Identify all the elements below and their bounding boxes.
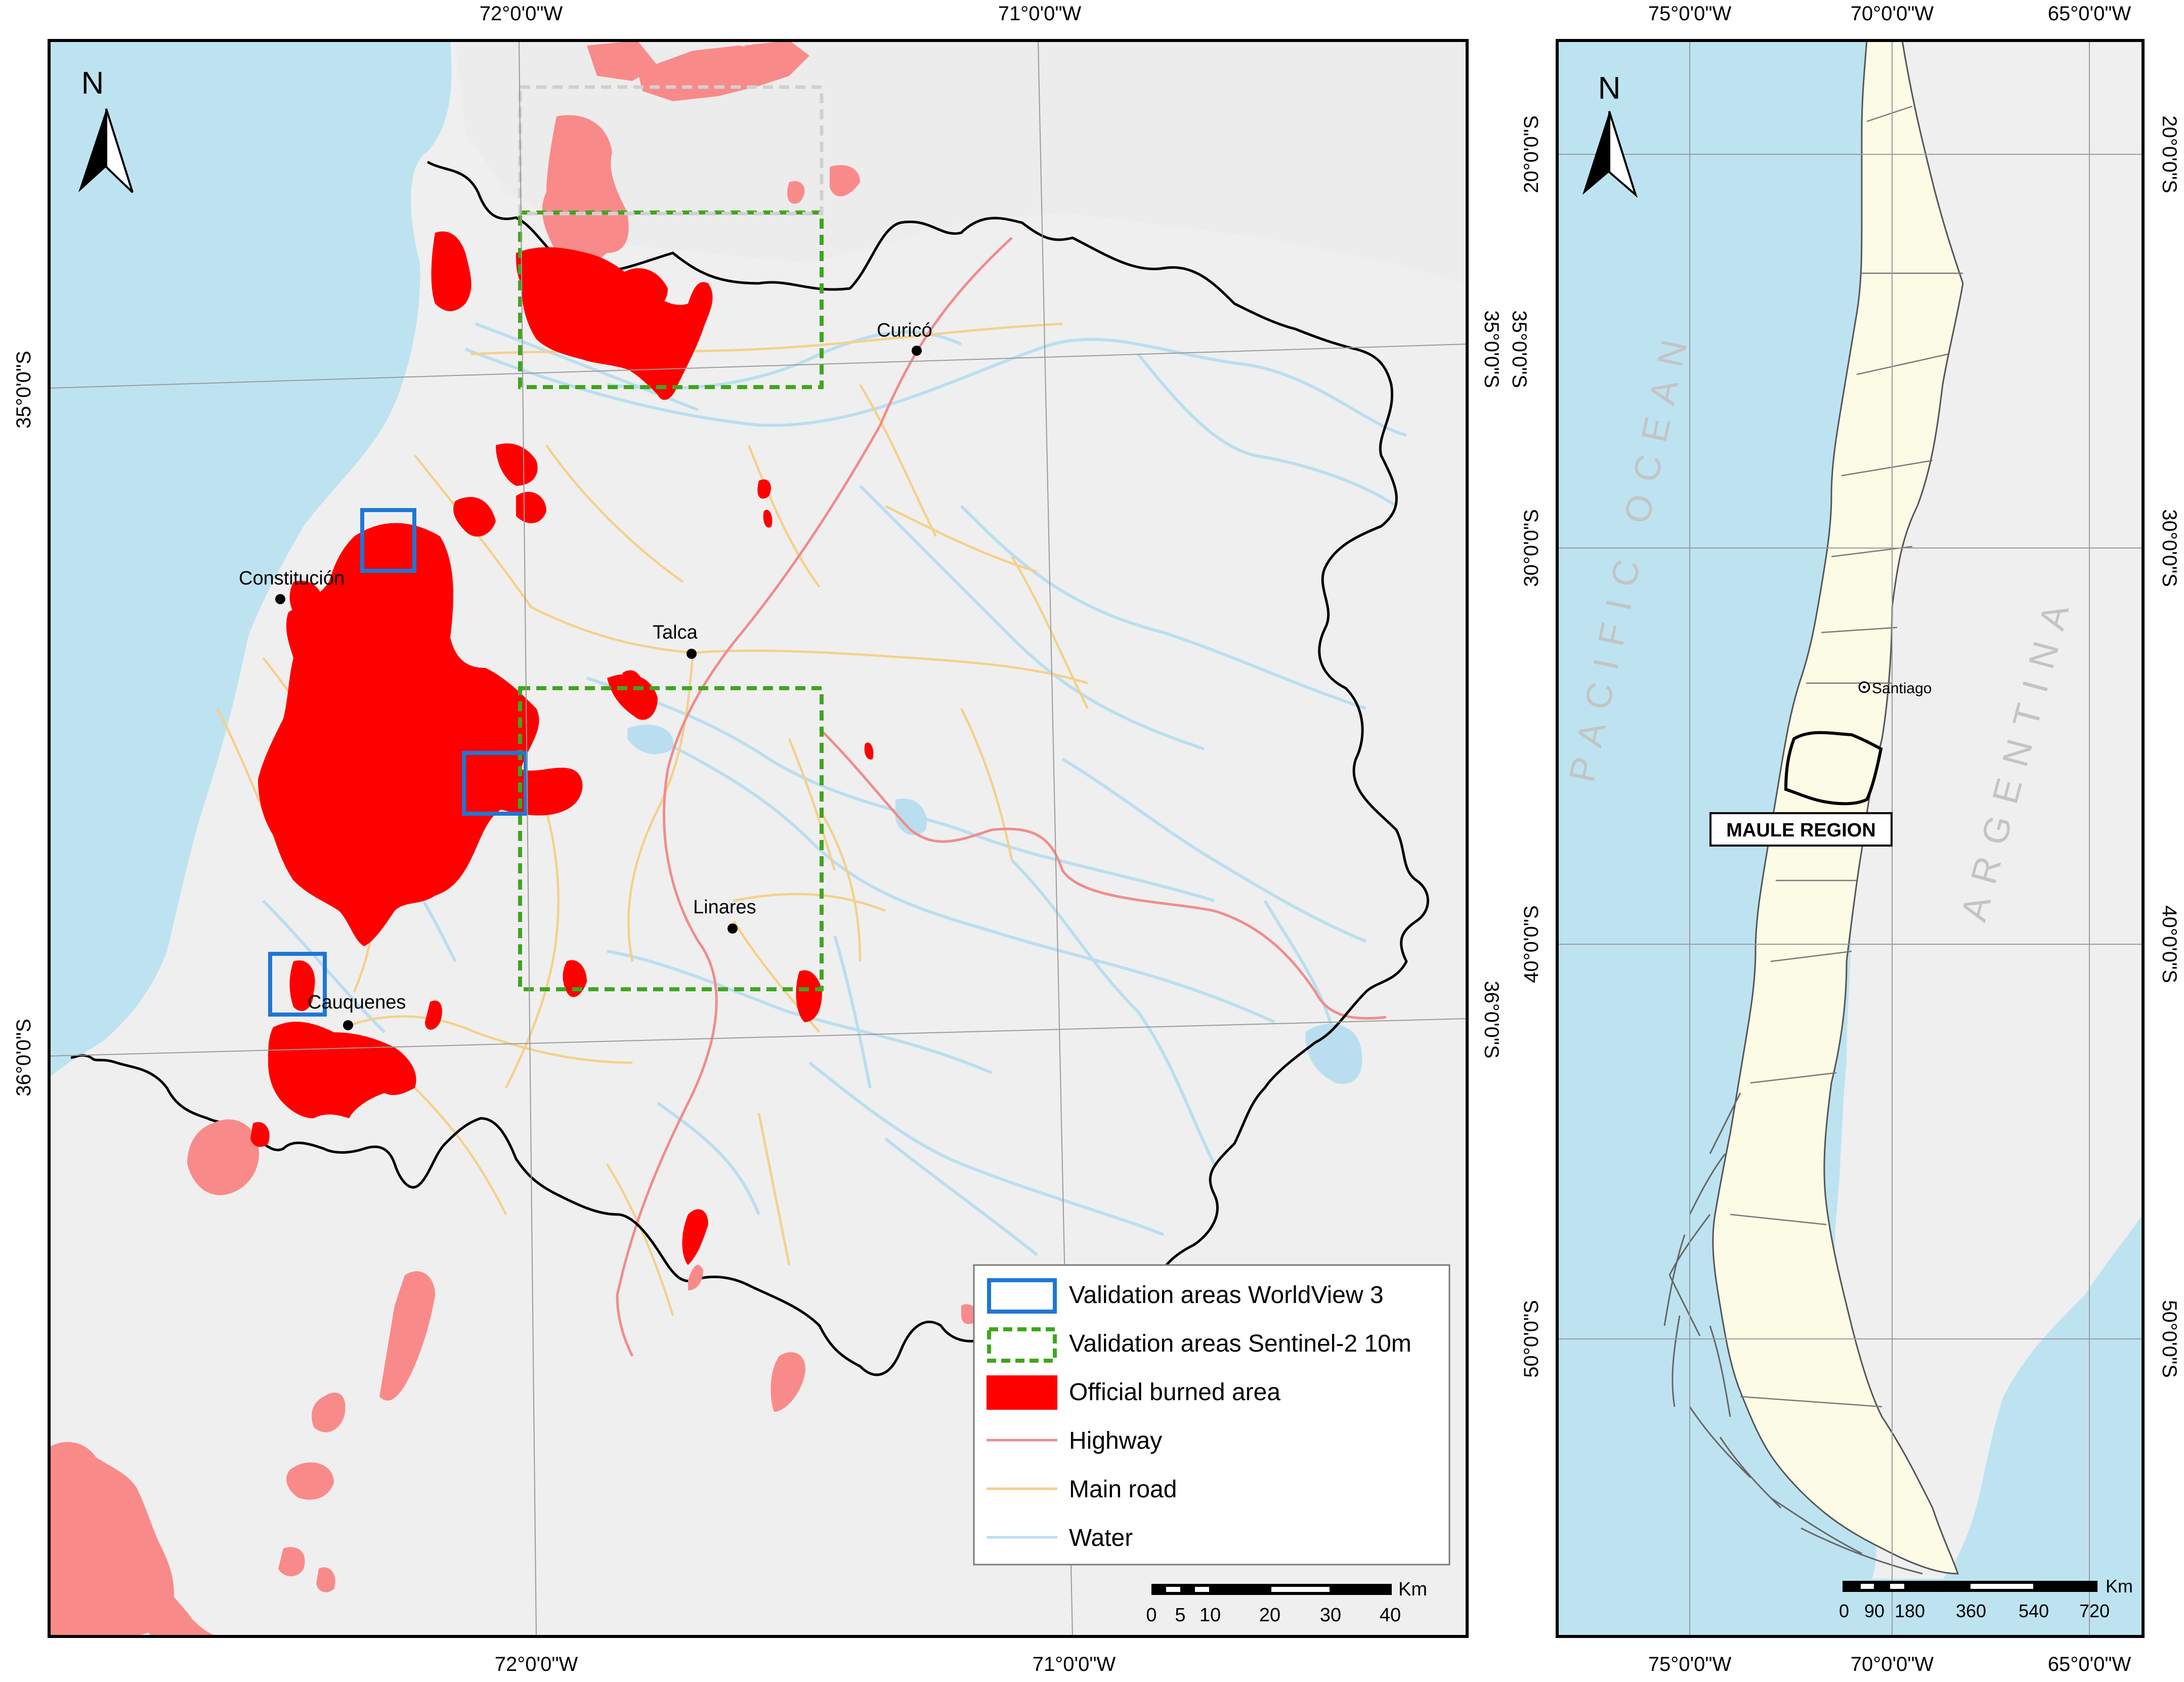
legend-label-worldview: Validation areas WorldView 3 [1069,1282,1384,1309]
worldview-area-2 [462,751,528,816]
main-scalebar-tick: 30 [1320,1605,1341,1626]
main-left-label-36s: 36°0'0"S [13,1019,35,1097]
inset-scalebar-tick: 0 [1839,1601,1849,1621]
main-scalebar-tick: 0 [1146,1605,1157,1626]
legend-swatch-burned [987,1375,1057,1410]
main-top-label-71w: 71°0'0"W [998,3,1082,25]
main-scalebar-tick: 5 [1175,1605,1185,1626]
inset-north-arrow-icon: N [1582,71,1638,198]
capital-dot-center [1863,686,1866,689]
city-label-talca: Talca [653,622,698,643]
north-label: N [81,66,104,101]
inset-top-label-70w: 70°0'0"W [1851,3,1934,25]
inset-fjords [1663,1092,1923,1575]
inset-region-label: MAULE REGION [1726,820,1876,841]
city-label-cauquenes: Cauquenes [308,992,406,1013]
inset-scalebar-tick: 720 [2079,1601,2110,1621]
northern-land [455,40,1467,283]
legend-label-highway: Highway [1069,1427,1162,1454]
inset-scalebar-unit: Km [2106,1576,2133,1596]
inset-graticule [1557,40,2143,1636]
main-map-sea [49,40,452,1078]
inset-north-label: N [1598,71,1621,106]
inset-left-label-50s: 50°0'0"S [1520,1300,1543,1378]
highway-branch [819,728,1387,1020]
legend-swatch-worldview [987,1278,1057,1314]
highway [616,237,1013,1357]
burned-area-outside-region [49,40,978,1636]
legend: Validation areas WorldView 3 Validation … [973,1264,1450,1566]
extended-area-box [518,85,824,216]
sentinel-area-south [518,686,824,991]
official-burned-area [250,231,874,1265]
main-scalebar-tick: 40 [1380,1605,1401,1626]
inset-scalebar-tick: 360 [1956,1601,1986,1621]
water-network [262,322,1407,1256]
main-left-label-35s: 35°0'0"S [13,351,35,429]
worldview-area-3 [268,952,327,1017]
main-top-label-72w: 72°0'0"W [480,3,563,25]
inset-right-label-50s: 50°0'0"S [2158,1300,2180,1378]
main-map-frame [48,39,1469,1638]
city-dot-icon [343,1020,353,1030]
worldview-validation-areas [268,508,528,1017]
inset-left-label-20s: 20°0'0"S [1520,115,1543,193]
main-scalebar-tick: 20 [1259,1605,1280,1626]
city-dot-icon [687,649,697,659]
legend-label-sentinel: Validation areas Sentinel-2 10m [1069,1330,1411,1357]
inset-left-label-40s: 40°0'0"S [1520,905,1543,983]
main-right-label-36s: 36°0'0"S [1480,981,1503,1059]
legend-label-water: Water [1069,1525,1133,1551]
legend-label-main-road: Main road [1069,1476,1177,1503]
inset-left-label-30s: 30°0'0"S [1520,509,1543,587]
city-dot-icon [275,594,285,604]
inset-region-label-box [1709,812,1893,847]
inset-left-label-35s: 35°0'0"S [1508,310,1530,388]
maule-region-boundary [70,160,1429,1376]
inset-maule-region [1784,731,1883,806]
inset-scalebar-tick: 90 [1864,1601,1885,1621]
sentinel-2-validation-areas [518,211,824,991]
legend-box [973,1264,1450,1566]
worldview-area-1 [360,508,416,573]
city-dot-icon [912,346,922,356]
inset-scalebar-tick: 180 [1895,1601,1925,1621]
main-scalebar-tick: 10 [1200,1605,1221,1626]
inset-top-label-65w: 65°0'0"W [2048,3,2131,25]
city-dot-icon [727,923,738,934]
city-label-linares: Linares [693,897,756,918]
main-scalebar: Km 0 5 10 20 30 40 [1146,1579,1427,1626]
main-bottom-label-71w: 71°0'0"W [1033,1653,1116,1675]
inset-right-label-30s: 30°0'0"S [2158,509,2180,587]
city-label-curico: Curicó [877,320,932,341]
main-bottom-label-72w: 72°0'0"W [495,1653,578,1675]
inset-bottom-label-75w: 75°0'0"W [1648,1653,1732,1675]
inset-right-label-40s: 40°0'0"S [2158,905,2180,983]
inset-bottom-label-65w: 65°0'0"W [2048,1653,2131,1675]
inset-map: PACIFIC OCEAN ARGENTINA Santiago MAULE R… [1508,3,2180,1675]
inset-scalebar-tick: 540 [2019,1601,2049,1621]
inset-city-santiago: Santiago [1872,680,1932,697]
main-right-label-35s: 35°0'0"S [1480,310,1503,388]
inset-bottom-label-70w: 70°0'0"W [1851,1653,1934,1675]
burned-area-main [258,523,583,946]
inset-top-label-75w: 75°0'0"W [1648,3,1732,25]
sentinel-area-north [518,211,824,389]
city-label-constitucion: Constitución [239,568,345,589]
cities: Curicó Constitución Talca Linares Cauque… [239,320,932,1030]
inset-map-frame [1556,39,2145,1638]
main-scalebar-unit: Km [1398,1579,1427,1600]
legend-label-burned: Official burned area [1069,1379,1280,1406]
north-arrow-icon: N [78,66,134,193]
inset-scalebar: Km 0 90 180 360 540 720 [1839,1576,2133,1621]
main-map: Curicó Constitución Talca Linares Cauque… [13,3,1503,1675]
inset-right-label-20s: 20°0'0"S [2158,115,2180,193]
legend-swatch-sentinel [987,1327,1057,1363]
